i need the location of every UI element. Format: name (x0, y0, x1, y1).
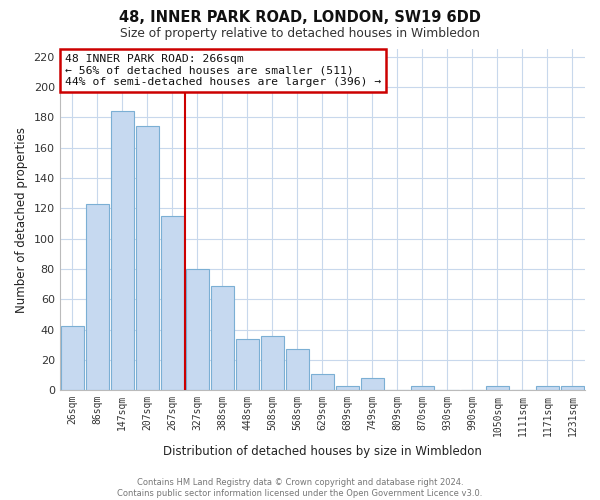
Bar (486, 386, 509, 390)
Bar (211, 286, 234, 390)
Bar (86, 204, 109, 390)
X-axis label: Distribution of detached houses by size in Wimbledon: Distribution of detached houses by size … (163, 444, 482, 458)
Bar (536, 386, 559, 390)
Bar (260, 336, 284, 390)
Bar (411, 386, 434, 390)
Text: 48 INNER PARK ROAD: 266sqm
← 56% of detached houses are smaller (511)
44% of sem: 48 INNER PARK ROAD: 266sqm ← 56% of deta… (65, 54, 381, 88)
Bar (61, 326, 84, 390)
Bar (110, 111, 134, 390)
Text: 48, INNER PARK ROAD, LONDON, SW19 6DD: 48, INNER PARK ROAD, LONDON, SW19 6DD (119, 10, 481, 25)
Bar (311, 374, 334, 390)
Text: Contains HM Land Registry data © Crown copyright and database right 2024.
Contai: Contains HM Land Registry data © Crown c… (118, 478, 482, 498)
Bar (236, 338, 259, 390)
Bar (561, 386, 584, 390)
Bar (361, 378, 384, 390)
Y-axis label: Number of detached properties: Number of detached properties (15, 126, 28, 312)
Bar (336, 386, 359, 390)
Bar (161, 216, 184, 390)
Bar (286, 349, 309, 390)
Bar (185, 269, 209, 390)
Bar (136, 126, 159, 390)
Text: Size of property relative to detached houses in Wimbledon: Size of property relative to detached ho… (120, 28, 480, 40)
